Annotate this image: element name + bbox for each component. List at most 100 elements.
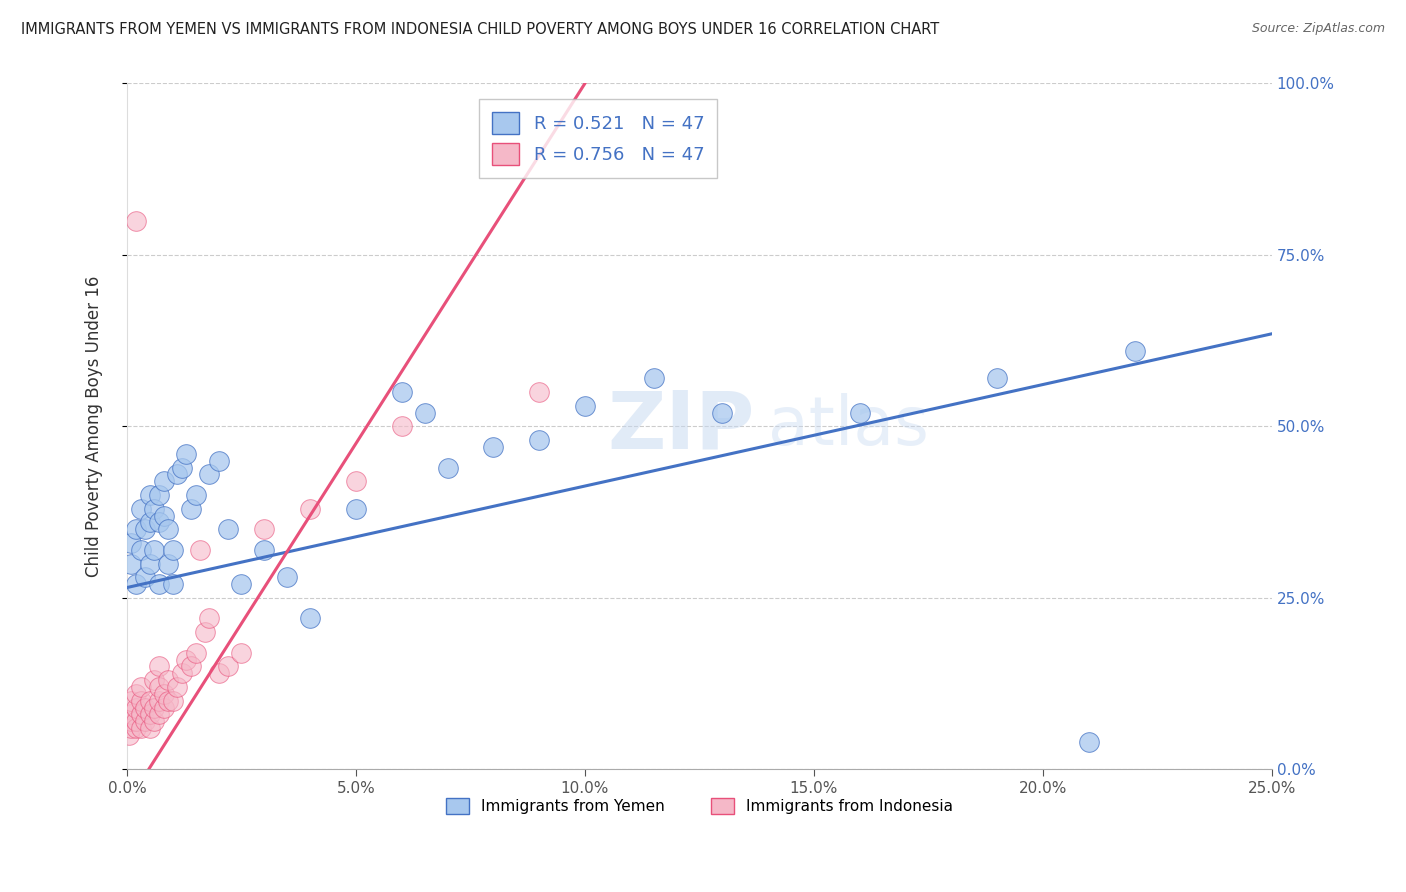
Point bbox=[121, 536, 143, 550]
Point bbox=[152, 700, 174, 714]
Point bbox=[148, 516, 170, 530]
Point bbox=[152, 508, 174, 523]
Point bbox=[134, 714, 156, 729]
Point bbox=[121, 714, 143, 729]
Legend: Immigrants from Yemen, Immigrants from Indonesia: Immigrants from Yemen, Immigrants from I… bbox=[437, 789, 962, 823]
Point bbox=[176, 447, 198, 461]
Point bbox=[574, 399, 596, 413]
Point bbox=[139, 694, 162, 708]
Point bbox=[217, 659, 239, 673]
Point bbox=[125, 700, 148, 714]
Point bbox=[176, 652, 198, 666]
Point bbox=[253, 522, 276, 536]
Point bbox=[148, 659, 170, 673]
Point bbox=[1123, 343, 1146, 358]
Point bbox=[344, 501, 367, 516]
Point bbox=[121, 707, 143, 722]
Text: ZIP: ZIP bbox=[607, 387, 755, 466]
Point bbox=[121, 694, 143, 708]
Point bbox=[125, 213, 148, 227]
Point bbox=[391, 419, 413, 434]
Point bbox=[162, 577, 184, 591]
Point bbox=[166, 467, 188, 482]
Point bbox=[134, 700, 156, 714]
Point bbox=[139, 557, 162, 571]
Point bbox=[143, 714, 166, 729]
Text: Source: ZipAtlas.com: Source: ZipAtlas.com bbox=[1251, 22, 1385, 36]
Point bbox=[276, 570, 298, 584]
Point bbox=[157, 673, 180, 687]
Point bbox=[129, 707, 152, 722]
Point bbox=[299, 501, 322, 516]
Point bbox=[170, 460, 193, 475]
Point bbox=[299, 611, 322, 625]
Point bbox=[129, 501, 152, 516]
Point bbox=[527, 385, 550, 400]
Point bbox=[344, 475, 367, 489]
Point bbox=[848, 406, 870, 420]
Point bbox=[198, 611, 221, 625]
Point bbox=[118, 728, 141, 742]
Point bbox=[139, 721, 162, 735]
Point bbox=[129, 694, 152, 708]
Point bbox=[1077, 735, 1099, 749]
Y-axis label: Child Poverty Among Boys Under 16: Child Poverty Among Boys Under 16 bbox=[86, 276, 103, 577]
Point bbox=[143, 542, 166, 557]
Point bbox=[157, 557, 180, 571]
Point bbox=[184, 646, 207, 660]
Point bbox=[184, 488, 207, 502]
Point bbox=[125, 714, 148, 729]
Point bbox=[152, 687, 174, 701]
Point bbox=[148, 707, 170, 722]
Point bbox=[157, 522, 180, 536]
Point bbox=[231, 577, 253, 591]
Point bbox=[180, 501, 202, 516]
Point bbox=[143, 700, 166, 714]
Point bbox=[253, 542, 276, 557]
Point bbox=[134, 570, 156, 584]
Point bbox=[121, 557, 143, 571]
Point bbox=[125, 577, 148, 591]
Point bbox=[148, 488, 170, 502]
Point bbox=[148, 694, 170, 708]
Point bbox=[166, 680, 188, 694]
Point bbox=[413, 406, 436, 420]
Point bbox=[217, 522, 239, 536]
Point bbox=[139, 707, 162, 722]
Point bbox=[129, 542, 152, 557]
Point bbox=[139, 516, 162, 530]
Point bbox=[143, 501, 166, 516]
Point bbox=[129, 680, 152, 694]
Point bbox=[125, 522, 148, 536]
Point bbox=[125, 687, 148, 701]
Text: atlas: atlas bbox=[768, 393, 929, 459]
Point bbox=[152, 475, 174, 489]
Point bbox=[162, 694, 184, 708]
Point bbox=[134, 522, 156, 536]
Point bbox=[482, 440, 505, 454]
Point bbox=[527, 433, 550, 447]
Point bbox=[129, 721, 152, 735]
Point bbox=[170, 666, 193, 681]
Point bbox=[121, 721, 143, 735]
Point bbox=[180, 659, 202, 673]
Point bbox=[643, 371, 665, 385]
Point bbox=[157, 694, 180, 708]
Point bbox=[711, 406, 734, 420]
Point bbox=[194, 625, 217, 640]
Point bbox=[148, 577, 170, 591]
Point bbox=[188, 542, 211, 557]
Point bbox=[207, 666, 229, 681]
Point bbox=[231, 646, 253, 660]
Point bbox=[162, 542, 184, 557]
Point bbox=[198, 467, 221, 482]
Text: IMMIGRANTS FROM YEMEN VS IMMIGRANTS FROM INDONESIA CHILD POVERTY AMONG BOYS UNDE: IMMIGRANTS FROM YEMEN VS IMMIGRANTS FROM… bbox=[21, 22, 939, 37]
Point bbox=[148, 680, 170, 694]
Point bbox=[139, 488, 162, 502]
Point bbox=[436, 460, 458, 475]
Point bbox=[986, 371, 1008, 385]
Point bbox=[207, 453, 229, 467]
Point bbox=[125, 721, 148, 735]
Point bbox=[391, 385, 413, 400]
Point bbox=[143, 673, 166, 687]
